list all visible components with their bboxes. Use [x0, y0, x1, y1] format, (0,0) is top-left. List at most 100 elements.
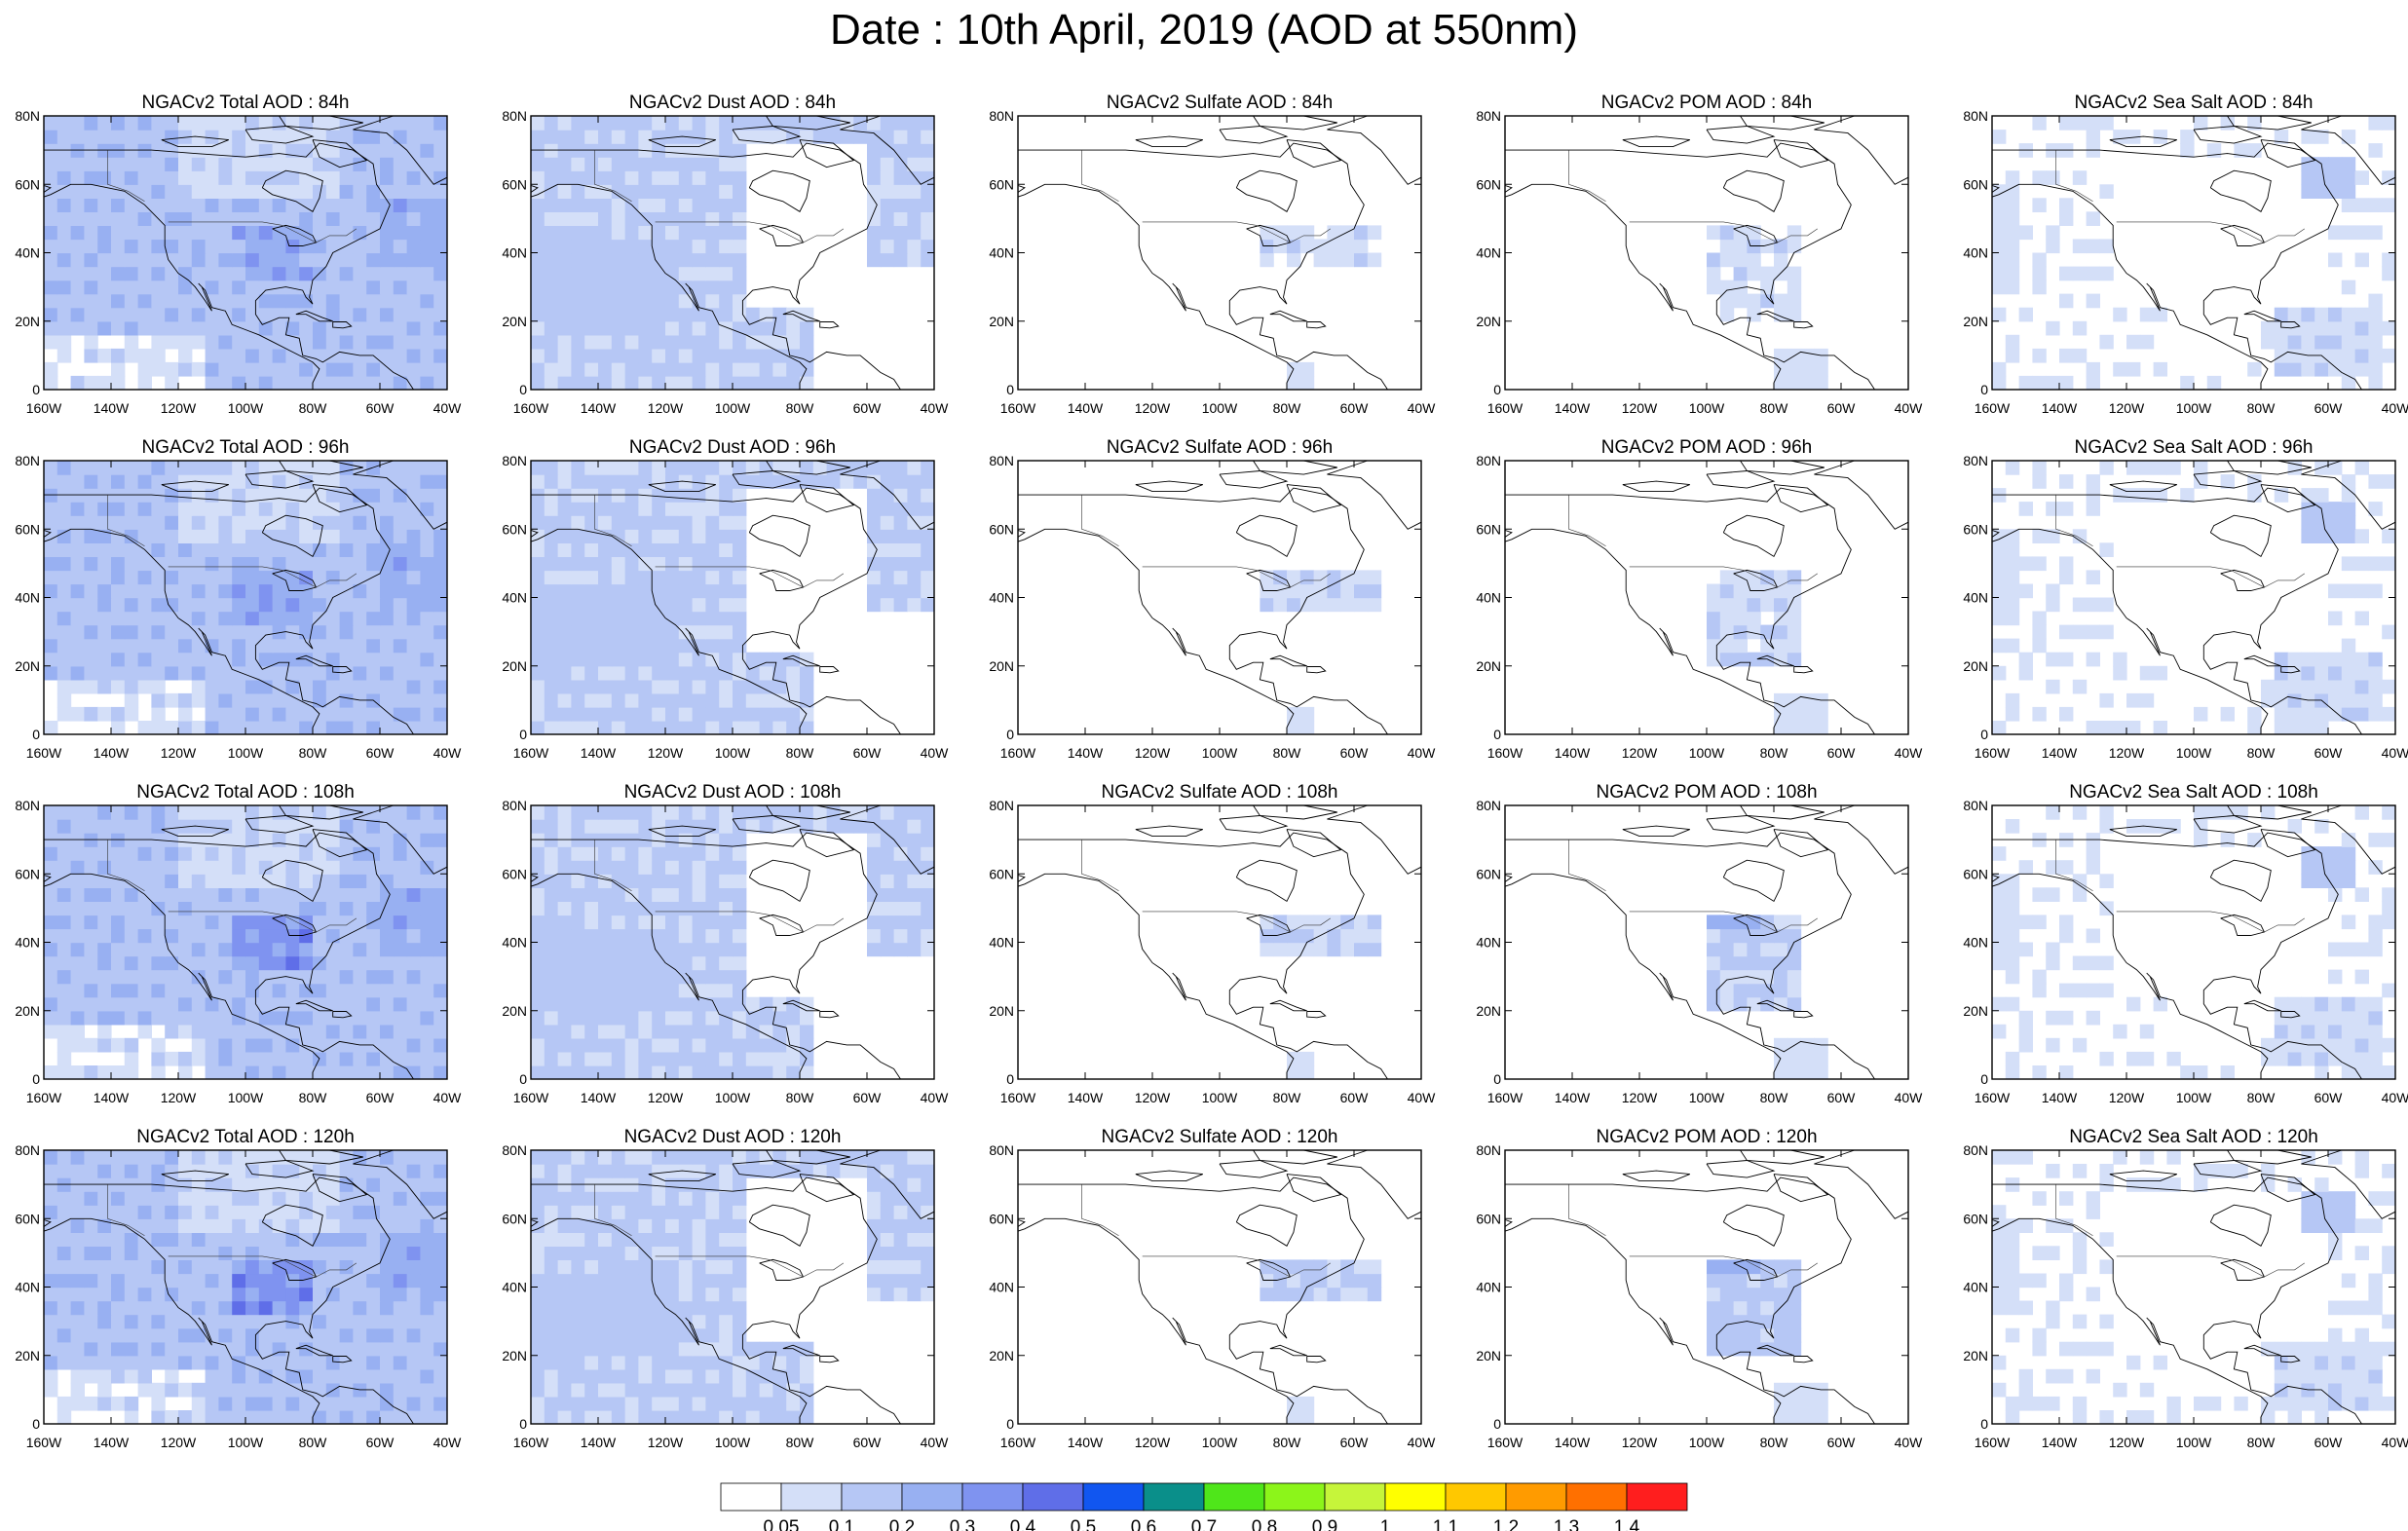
lon-tick-label: 160W	[1975, 745, 2011, 761]
lon-tick-label: 140W	[2042, 745, 2078, 761]
lat-tick-label: 20N	[15, 1348, 40, 1363]
map-panel-sulfate-3: NGACv2 Sulfate AOD : 120h 80N 60N 40N 20N 0 16…	[989, 1127, 1436, 1450]
lon-tick-label: 80W	[1273, 745, 1302, 761]
lat-tick-label: 40N	[15, 590, 40, 606]
lon-tick-label: 140W	[2042, 1435, 2078, 1450]
lon-tick-label: 80W	[2247, 1090, 2276, 1105]
coastlines	[44, 805, 447, 1079]
lon-tick-label: 100W	[228, 1090, 264, 1105]
lon-tick-label: 160W	[1975, 1435, 2011, 1450]
panel-title: NGACv2 Sulfate AOD : 108h	[1102, 782, 1338, 803]
lat-tick-label: 0	[519, 727, 527, 742]
lat-tick-label: 40N	[1476, 1280, 1501, 1295]
lat-tick-label: 60N	[502, 521, 527, 537]
lon-tick-label: 60W	[366, 1090, 395, 1105]
lon-tick-label: 80W	[299, 745, 328, 761]
lon-tick-label: 160W	[26, 1090, 62, 1105]
lon-tick-label: 160W	[513, 1435, 549, 1450]
lat-tick-label: 80N	[1963, 1142, 1988, 1158]
lon-tick-label: 60W	[853, 745, 883, 761]
lat-tick-label: 0	[1493, 1416, 1501, 1432]
aod-field	[1505, 1150, 1908, 1424]
lon-tick-label: 120W	[648, 400, 684, 416]
map-panel-total-0: NGACv2 Total AOD : 84h 80N 60N 40N 20N 0 160W 1…	[15, 93, 462, 416]
lat-tick-label: 40N	[1963, 245, 1988, 261]
lon-tick-label: 120W	[1135, 1435, 1171, 1450]
lat-tick-label: 80N	[1476, 453, 1501, 468]
lon-tick-label: 120W	[648, 745, 684, 761]
lon-tick-label: 120W	[1622, 400, 1658, 416]
aod-field	[531, 116, 934, 390]
lon-tick-label: 120W	[161, 400, 197, 416]
lat-tick-label: 20N	[1476, 1348, 1501, 1363]
lon-tick-label: 160W	[513, 1090, 549, 1105]
coastlines	[1992, 461, 2395, 734]
lat-tick-label: 60N	[1963, 866, 1988, 881]
lat-tick-label: 80N	[1963, 108, 1988, 124]
lon-tick-label: 80W	[1760, 1090, 1789, 1105]
panel-title: NGACv2 Total AOD : 108h	[136, 782, 355, 803]
panel-title: NGACv2 Dust AOD : 108h	[624, 782, 842, 803]
lat-tick-label: 20N	[502, 1348, 527, 1363]
lon-tick-label: 140W	[94, 1090, 130, 1105]
lat-tick-label: 40N	[502, 1280, 527, 1295]
lon-tick-label: 60W	[1340, 400, 1370, 416]
lat-tick-label: 20N	[1963, 658, 1988, 674]
lon-tick-label: 80W	[299, 1435, 328, 1450]
map-panel-dust-2: NGACv2 Dust AOD : 108h 80N 60N 40N 20N 0 160W 1…	[502, 782, 949, 1105]
lat-tick-label: 60N	[15, 866, 40, 881]
lon-tick-label: 160W	[513, 400, 549, 416]
lat-tick-label: 20N	[989, 658, 1014, 674]
coastlines	[1992, 116, 2395, 390]
lat-tick-label: 0	[32, 382, 40, 397]
aod-field	[44, 1150, 447, 1424]
lat-tick-label: 40N	[989, 1280, 1014, 1295]
lon-tick-label: 80W	[299, 1090, 328, 1105]
lon-tick-label: 80W	[1273, 400, 1302, 416]
lat-tick-label: 80N	[15, 1142, 40, 1158]
panel-title: NGACv2 Dust AOD : 84h	[629, 93, 836, 113]
map-panel-pom-0: NGACv2 POM AOD : 84h 80N 60N 40N 20N 0 160W 140…	[1476, 93, 1923, 416]
map-panel-pom-1: NGACv2 POM AOD : 96h 80N 60N 40N 20N 0 160W 140…	[1476, 437, 1923, 761]
lat-tick-label: 0	[32, 727, 40, 742]
lat-tick-label: 80N	[502, 108, 527, 124]
lon-tick-label: 60W	[1827, 1435, 1857, 1450]
lon-tick-label: 80W	[1760, 745, 1789, 761]
lon-tick-label: 40W	[433, 745, 463, 761]
panel-title: NGACv2 Sea Salt AOD : 120h	[2069, 1127, 2318, 1147]
lat-tick-label: 20N	[989, 1348, 1014, 1363]
coastlines	[531, 116, 934, 390]
lon-tick-label: 60W	[366, 400, 395, 416]
lat-tick-label: 20N	[15, 1003, 40, 1019]
lon-tick-label: 120W	[1622, 745, 1658, 761]
lat-tick-label: 0	[1006, 382, 1014, 397]
lon-tick-label: 140W	[1068, 745, 1104, 761]
lon-tick-label: 100W	[228, 745, 264, 761]
lat-tick-label: 20N	[989, 314, 1014, 329]
aod-field	[1018, 461, 1421, 734]
lat-tick-label: 80N	[1963, 453, 1988, 468]
map-panel-dust-3: NGACv2 Dust AOD : 120h 80N 60N 40N 20N 0 160W 1…	[502, 1127, 949, 1450]
map-panel-dust-0: NGACv2 Dust AOD : 84h 80N 60N 40N 20N 0 160W 14…	[502, 93, 949, 416]
coastlines	[1018, 1150, 1421, 1424]
lon-tick-label: 40W	[2382, 745, 2408, 761]
lon-tick-label: 140W	[1068, 1435, 1104, 1450]
lon-tick-label: 120W	[1135, 1090, 1171, 1105]
lat-tick-label: 60N	[989, 521, 1014, 537]
lat-tick-label: 20N	[15, 658, 40, 674]
panel-title: NGACv2 Sea Salt AOD : 84h	[2074, 93, 2313, 113]
lon-tick-label: 40W	[1895, 400, 1924, 416]
lon-tick-label: 60W	[1827, 1090, 1857, 1105]
aod-field	[1992, 461, 2395, 734]
lon-tick-label: 100W	[1202, 1435, 1238, 1450]
lat-tick-label: 40N	[15, 245, 40, 261]
lon-tick-label: 120W	[2109, 400, 2145, 416]
lon-tick-label: 140W	[2042, 400, 2078, 416]
map-panel-dust-1: NGACv2 Dust AOD : 96h 80N 60N 40N 20N 0 160W 14…	[502, 437, 949, 761]
lon-tick-label: 120W	[648, 1090, 684, 1105]
lon-tick-label: 100W	[715, 400, 751, 416]
lon-tick-label: 60W	[1340, 1435, 1370, 1450]
lat-tick-label: 60N	[1476, 521, 1501, 537]
lat-tick-label: 40N	[989, 590, 1014, 606]
